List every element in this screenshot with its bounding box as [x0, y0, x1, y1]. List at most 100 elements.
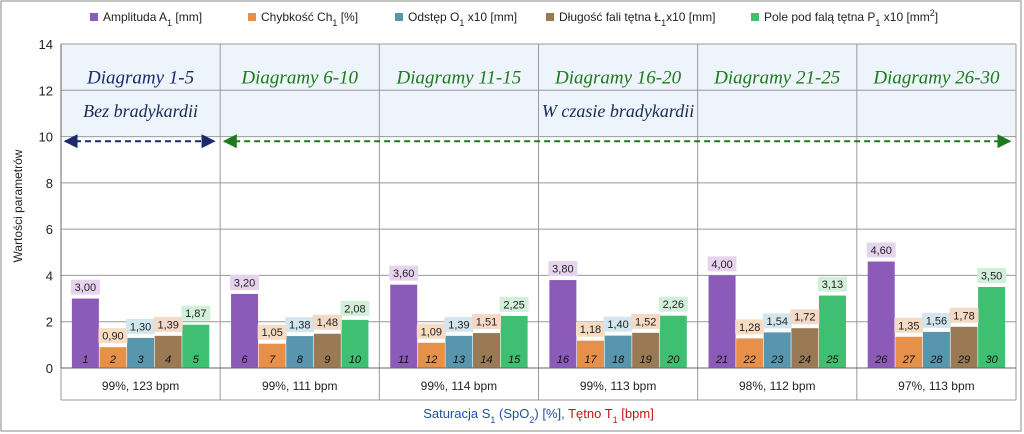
data-label-box: [340, 300, 370, 316]
x-category-label: 99%, 114 bpm: [421, 379, 498, 393]
bar: [231, 293, 259, 368]
bar-number: 20: [666, 354, 680, 366]
data-label-box: [790, 309, 820, 325]
data-label: 2,08: [344, 303, 365, 315]
bar: [922, 331, 950, 368]
bar-number: 5: [193, 354, 200, 366]
bar-number: 10: [349, 354, 362, 366]
data-label: 3,00: [75, 282, 96, 294]
data-label-box: [70, 279, 100, 295]
data-label-box: [472, 314, 502, 330]
data-label-box: [389, 265, 419, 281]
x-category-label: 99%, 113 bpm: [580, 379, 657, 393]
data-label-box: [153, 316, 183, 332]
bar: [604, 335, 632, 368]
data-label-box: [707, 256, 737, 272]
data-label: 0,90: [102, 331, 123, 343]
bar: [791, 328, 819, 368]
data-label-box: [126, 318, 156, 334]
bar-number: 4: [165, 354, 171, 366]
data-label: 1,78: [953, 310, 974, 322]
group-title: Diagramy 16-20: [554, 67, 682, 88]
bar-number: 13: [453, 354, 466, 366]
bar: [417, 342, 445, 368]
x-category-label: 99%, 123 bpm: [102, 379, 179, 393]
bar-number: 17: [584, 354, 597, 366]
bar-number: 8: [297, 354, 304, 366]
data-label: 3,13: [822, 279, 843, 291]
data-label-box: [285, 317, 315, 333]
bar-number: 2: [109, 354, 116, 366]
data-label-box: [762, 313, 792, 329]
y-tick-label: 8: [46, 176, 53, 191]
bar: [659, 315, 687, 368]
bar-number: 28: [929, 354, 943, 366]
y-tick-label: 6: [46, 222, 53, 237]
bar-number: 30: [985, 354, 998, 366]
group-title: Diagramy 6-10: [240, 67, 358, 88]
bar: [818, 295, 846, 368]
bar: [950, 326, 978, 368]
bar-number: 15: [508, 354, 521, 366]
bar: [500, 315, 528, 368]
data-label-box: [977, 268, 1007, 283]
data-label: 1,35: [898, 320, 919, 332]
data-label-box: [603, 316, 633, 332]
group-title: Diagramy 11-15: [396, 67, 522, 88]
y-axis-label: Wartości parametrów: [11, 149, 25, 262]
legend: Amplituda A1 [mm] Chybkość Ch1 [%] Odstęp …: [90, 8, 938, 28]
group-title: Diagramy 1-5: [86, 67, 194, 88]
data-label-box: [817, 276, 847, 292]
data-label: 1,39: [157, 319, 178, 331]
group-title: Diagramy 26-30: [872, 67, 1000, 88]
data-label: 1,54: [767, 316, 788, 328]
legend-swatch: [395, 13, 403, 21]
data-label-box: [98, 328, 128, 344]
region-label: Bez bradykardii: [83, 101, 198, 121]
x-category-label: 98%, 112 bpm: [739, 379, 816, 393]
data-label: 1,52: [635, 316, 656, 328]
bar-number: 9: [324, 354, 330, 366]
data-label-box: [866, 242, 896, 258]
bar: [71, 298, 99, 368]
y-tick-label: 14: [39, 37, 53, 52]
x-category-label: 99%, 111 bpm: [262, 379, 338, 393]
bar-number: 14: [480, 354, 492, 366]
bar: [632, 332, 660, 368]
data-label: 1,18: [580, 324, 601, 336]
y-tick-label: 12: [39, 83, 53, 98]
data-label-box: [894, 317, 924, 333]
legend-swatch: [90, 13, 98, 21]
bar-number: 25: [825, 354, 839, 366]
data-label: 4,60: [871, 245, 892, 257]
data-label: 1,28: [739, 322, 760, 334]
bar: [182, 324, 210, 368]
y-tick-label: 0: [46, 361, 53, 376]
x-axis-title: Saturacja S1 (SpO2) [%], Tętno T1 [bpm]: [423, 406, 654, 425]
x-category-label: 97%, 113 bpm: [898, 379, 975, 393]
data-label-box: [499, 296, 529, 312]
data-label: 1,05: [261, 327, 282, 339]
bar: [895, 336, 923, 368]
data-label-box: [921, 312, 951, 328]
legend-entry: Amplituda A1 [mm]: [103, 10, 202, 28]
bar-number: 23: [770, 354, 784, 366]
region-label: W czasie bradykardii: [542, 101, 694, 121]
data-label: 1,87: [185, 308, 206, 320]
group-title: Diagramy 21-25: [713, 67, 840, 88]
bar: [127, 337, 155, 368]
data-label: 1,39: [448, 319, 469, 331]
legend-entry: Chybkość Ch1 [%]: [261, 10, 358, 28]
bar-number: 3: [138, 354, 145, 366]
data-label-box: [548, 261, 578, 277]
bar: [736, 338, 764, 368]
data-label-box: [735, 319, 765, 335]
legend-entry: Odstęp O1 x10 [mm]: [408, 10, 517, 28]
data-label: 1,30: [130, 321, 151, 333]
bar-number: 22: [743, 354, 756, 366]
bar-number: 7: [269, 354, 276, 366]
data-label-box: [631, 313, 661, 329]
bar: [258, 343, 286, 368]
data-label: 2,26: [663, 299, 684, 311]
bar: [341, 319, 369, 368]
